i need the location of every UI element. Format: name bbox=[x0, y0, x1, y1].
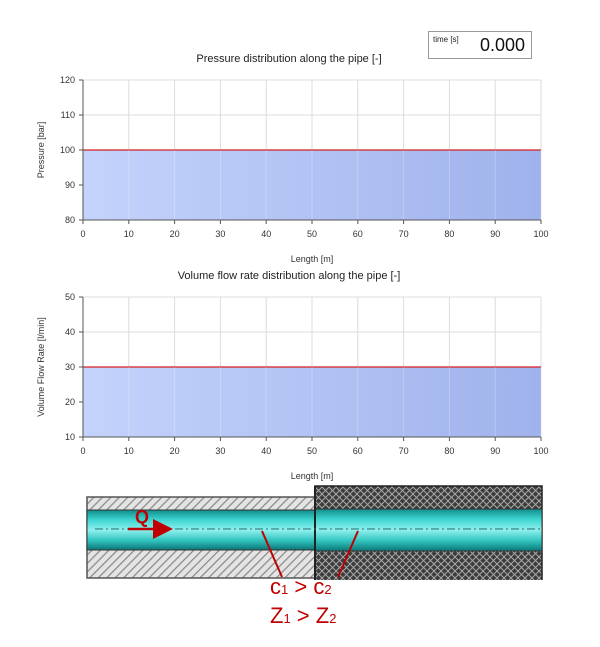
y-axis-label: Volume Flow Rate [l/min] bbox=[36, 317, 46, 417]
x-tick-label: 90 bbox=[490, 229, 500, 239]
x-tick-label: 20 bbox=[170, 229, 180, 239]
x-tick-label: 90 bbox=[490, 446, 500, 456]
y-tick-label: 80 bbox=[65, 215, 75, 225]
fluid-left bbox=[86, 509, 316, 551]
x-tick-label: 0 bbox=[80, 446, 85, 456]
x-axis-label: Length [m] bbox=[291, 471, 334, 481]
x-tick-label: 30 bbox=[215, 229, 225, 239]
x-tick-label: 40 bbox=[261, 446, 271, 456]
y-tick-label: 100 bbox=[60, 145, 75, 155]
x-axis-label: Length [m] bbox=[291, 254, 334, 264]
flow-chart: 0 10 20 30 40 50 60 70 80 90 100 10 20 30 40 50 Length [… bbox=[36, 292, 549, 481]
x-tick-label: 70 bbox=[399, 229, 409, 239]
x-tick-label: 70 bbox=[399, 446, 409, 456]
x-tick-label: 40 bbox=[261, 229, 271, 239]
x-tick-label: 60 bbox=[353, 229, 363, 239]
x-tick-label: 0 bbox=[80, 229, 85, 239]
y-tick-label: 10 bbox=[65, 432, 75, 442]
flow-label: Q bbox=[135, 507, 149, 527]
x-tick-label: 50 bbox=[307, 446, 317, 456]
y-tick-label: 120 bbox=[60, 75, 75, 85]
y-tick-label: 50 bbox=[65, 292, 75, 302]
fluid-right bbox=[314, 508, 543, 552]
y-tick-label: 40 bbox=[65, 327, 75, 337]
time-display: time [s] 0.000 bbox=[428, 31, 532, 59]
pressure-chart: 0 10 20 30 40 50 60 70 80 90 100 80 90 100 110 120 Lengt… bbox=[36, 75, 549, 264]
x-tick-label: 100 bbox=[533, 446, 548, 456]
leader-line-1 bbox=[261, 530, 283, 578]
x-tick-label: 10 bbox=[124, 446, 134, 456]
y-tick-label: 90 bbox=[65, 180, 75, 190]
x-tick-label: 30 bbox=[215, 446, 225, 456]
y-tick-label: 20 bbox=[65, 397, 75, 407]
x-tick-label: 100 bbox=[533, 229, 548, 239]
y-axis-label: Pressure [bar] bbox=[36, 122, 46, 179]
x-tick-label: 80 bbox=[444, 229, 454, 239]
x-tick-label: 80 bbox=[444, 446, 454, 456]
y-tick-label: 30 bbox=[65, 362, 75, 372]
time-value: 0.000 bbox=[479, 35, 525, 55]
x-tick-label: 60 bbox=[353, 446, 363, 456]
pressure-chart-title: Pressure distribution along the pipe [-] bbox=[196, 53, 382, 65]
flow-chart-title: Volume flow rate distribution along the … bbox=[177, 270, 401, 282]
area-fill bbox=[83, 367, 541, 437]
x-tick-label: 50 bbox=[307, 229, 317, 239]
x-tick-label: 10 bbox=[124, 229, 134, 239]
y-tick-label: 110 bbox=[61, 110, 75, 120]
area-fill bbox=[83, 150, 541, 220]
leader-line-2 bbox=[337, 530, 359, 578]
x-tick-label: 20 bbox=[170, 446, 180, 456]
pipe-diagram: Q bbox=[86, 485, 543, 580]
time-label: time [s] bbox=[433, 35, 459, 44]
